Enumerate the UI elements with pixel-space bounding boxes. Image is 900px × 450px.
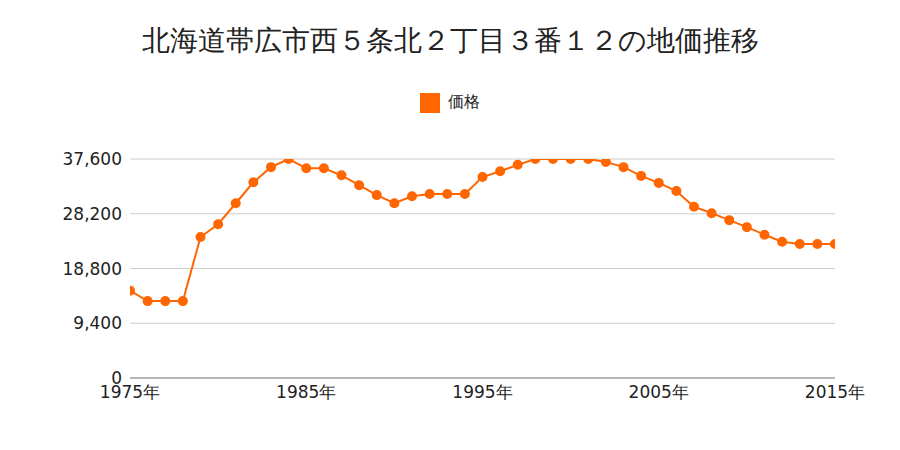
svg-text:2015年: 2015年 <box>805 382 865 402</box>
svg-text:1995年: 1995年 <box>452 382 512 402</box>
svg-text:1975年: 1975年 <box>100 382 160 402</box>
html-text:北海道帯広市西５条北２丁目３番１２の地価推移: 北海道帯広市西５条北２丁目３番１２の地価推移 <box>141 24 759 57</box>
svg-text:9,400: 9,400 <box>73 313 122 333</box>
svg-text:37,600: 37,600 <box>63 149 122 169</box>
html-text:価格: 価格 <box>448 92 480 111</box>
svg-text:0: 0 <box>111 368 122 388</box>
svg-text:18,800: 18,800 <box>63 259 122 279</box>
svg-text:1985年: 1985年 <box>276 382 336 402</box>
svg-text:2005年: 2005年 <box>629 382 689 402</box>
svg-text:28,200: 28,200 <box>63 204 122 224</box>
